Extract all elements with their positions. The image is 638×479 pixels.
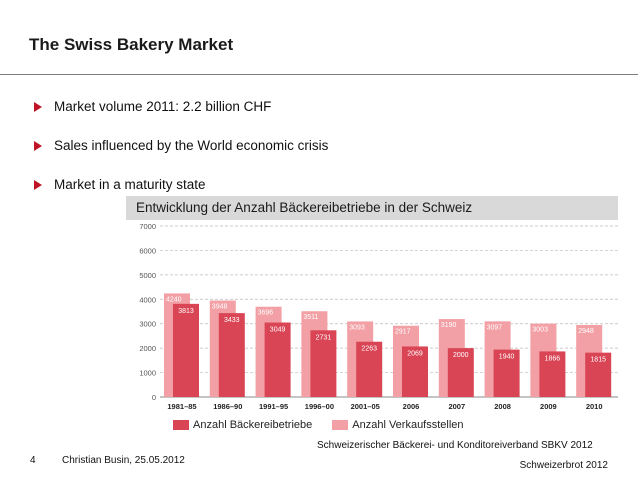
data-label-verkaufsstellen: 3003 — [532, 327, 548, 334]
data-label-betriebe: 2000 — [453, 352, 469, 359]
data-label-betriebe: 3433 — [224, 317, 240, 324]
x-tick-label: 1986–90 — [213, 402, 242, 411]
x-tick-label: 2001–05 — [351, 402, 380, 411]
bar-betriebe — [539, 351, 566, 397]
chart-plot: 0 1000 2000 3000 4000 5000 6000 7000 4240 3813 198… — [139, 222, 618, 411]
data-label-verkaufsstellen: 3097 — [487, 324, 503, 331]
bar-betriebe — [447, 348, 474, 397]
x-tick-label: 1996–00 — [305, 402, 334, 411]
x-tick-label: 1981–85 — [167, 402, 196, 411]
data-label-betriebe: 2263 — [361, 346, 377, 353]
data-label-betriebe: 1866 — [545, 355, 561, 362]
y-tick-label: 6000 — [139, 246, 156, 255]
data-label-verkaufsstellen: 3948 — [212, 304, 228, 311]
y-tick-label: 4000 — [139, 295, 156, 304]
data-label-verkaufsstellen: 2917 — [395, 329, 411, 336]
data-label-verkaufsstellen: 3511 — [303, 314, 318, 321]
x-tick-label: 2007 — [448, 402, 465, 411]
legend-label: Anzahl Bäckereibetriebe — [193, 419, 313, 431]
legend-label: Anzahl Verkaufsstellen — [352, 419, 464, 431]
title-divider — [0, 74, 638, 75]
x-tick-label: 2009 — [540, 402, 557, 411]
data-label-betriebe: 1815 — [590, 357, 606, 364]
legend-swatch-betriebe — [173, 420, 189, 430]
bar-betriebe — [356, 341, 383, 397]
slide-title: The Swiss Bakery Market — [29, 35, 234, 54]
data-label-verkaufsstellen: 2948 — [578, 328, 594, 335]
data-label-betriebe: 1940 — [499, 354, 515, 361]
legend-swatch-verkaufsstellen — [332, 420, 349, 430]
bullet-arrow-icon — [34, 140, 42, 151]
bullet-text: Market in a maturity state — [54, 177, 206, 192]
footer-author: Christian Busin, 25.05.2012 — [62, 455, 185, 466]
bullet-text: Market volume 2011: 2.2 billion CHF — [54, 99, 272, 114]
data-label-betriebe: 3049 — [270, 327, 286, 334]
bar-betriebe — [173, 303, 199, 397]
bar-betriebe — [264, 322, 291, 397]
x-tick-label: 2010 — [586, 402, 603, 411]
data-label-verkaufsstellen: 3093 — [349, 324, 365, 331]
chart-legend: Anzahl Bäckereibetriebe Anzahl Verkaufss… — [173, 419, 484, 431]
chart-title: Entwicklung der Anzahl Bäckereibetriebe … — [136, 200, 473, 215]
data-label-betriebe: 2069 — [407, 350, 423, 357]
bullet-item: Market in a maturity state — [34, 176, 328, 193]
y-tick-label: 0 — [152, 393, 156, 402]
bar-betriebe — [585, 352, 612, 397]
source-line-1: Schweizerischer Bäckerei- und Konditorei… — [317, 440, 593, 451]
legend-item-betriebe: Anzahl Bäckereibetriebe — [173, 419, 312, 431]
bullet-arrow-icon — [34, 101, 42, 112]
data-label-betriebe: 2731 — [316, 334, 332, 341]
bullet-item: Market volume 2011: 2.2 billion CHF — [34, 98, 328, 115]
y-tick-label: 1000 — [139, 369, 156, 378]
page-number: 4 — [30, 455, 36, 466]
data-label-betriebe: 3813 — [178, 308, 194, 315]
y-tick-label: 5000 — [139, 271, 156, 280]
bullet-item: Sales influenced by the World economic c… — [34, 137, 328, 154]
x-tick-label: 2008 — [494, 402, 511, 411]
source-line-2: Schweizerbrot 2012 — [519, 460, 608, 471]
bullet-arrow-icon — [34, 179, 42, 190]
bar-betriebe — [493, 349, 520, 397]
y-tick-label: 3000 — [139, 320, 156, 329]
bakery-chart: Entwicklung der Anzahl Bäckereibetriebe … — [126, 196, 626, 441]
bar-betriebe — [402, 346, 428, 397]
legend-item-verkaufsstellen: Anzahl Verkaufsstellen — [332, 419, 464, 431]
bullet-text: Sales influenced by the World economic c… — [54, 138, 329, 153]
bullet-list: Market volume 2011: 2.2 billion CHF Sale… — [34, 98, 328, 215]
bar-betriebe — [310, 330, 337, 397]
chart-title-bar: Entwicklung der Anzahl Bäckereibetriebe … — [126, 196, 618, 220]
y-tick-label: 7000 — [139, 222, 156, 231]
y-tick-label: 2000 — [139, 344, 156, 353]
x-tick-label: 2006 — [403, 402, 420, 411]
bar-betriebe — [218, 313, 245, 397]
data-label-verkaufsstellen: 4240 — [166, 296, 182, 303]
data-label-verkaufsstellen: 3190 — [441, 322, 457, 329]
x-tick-label: 1991–95 — [259, 402, 288, 411]
data-label-verkaufsstellen: 3696 — [258, 310, 274, 317]
